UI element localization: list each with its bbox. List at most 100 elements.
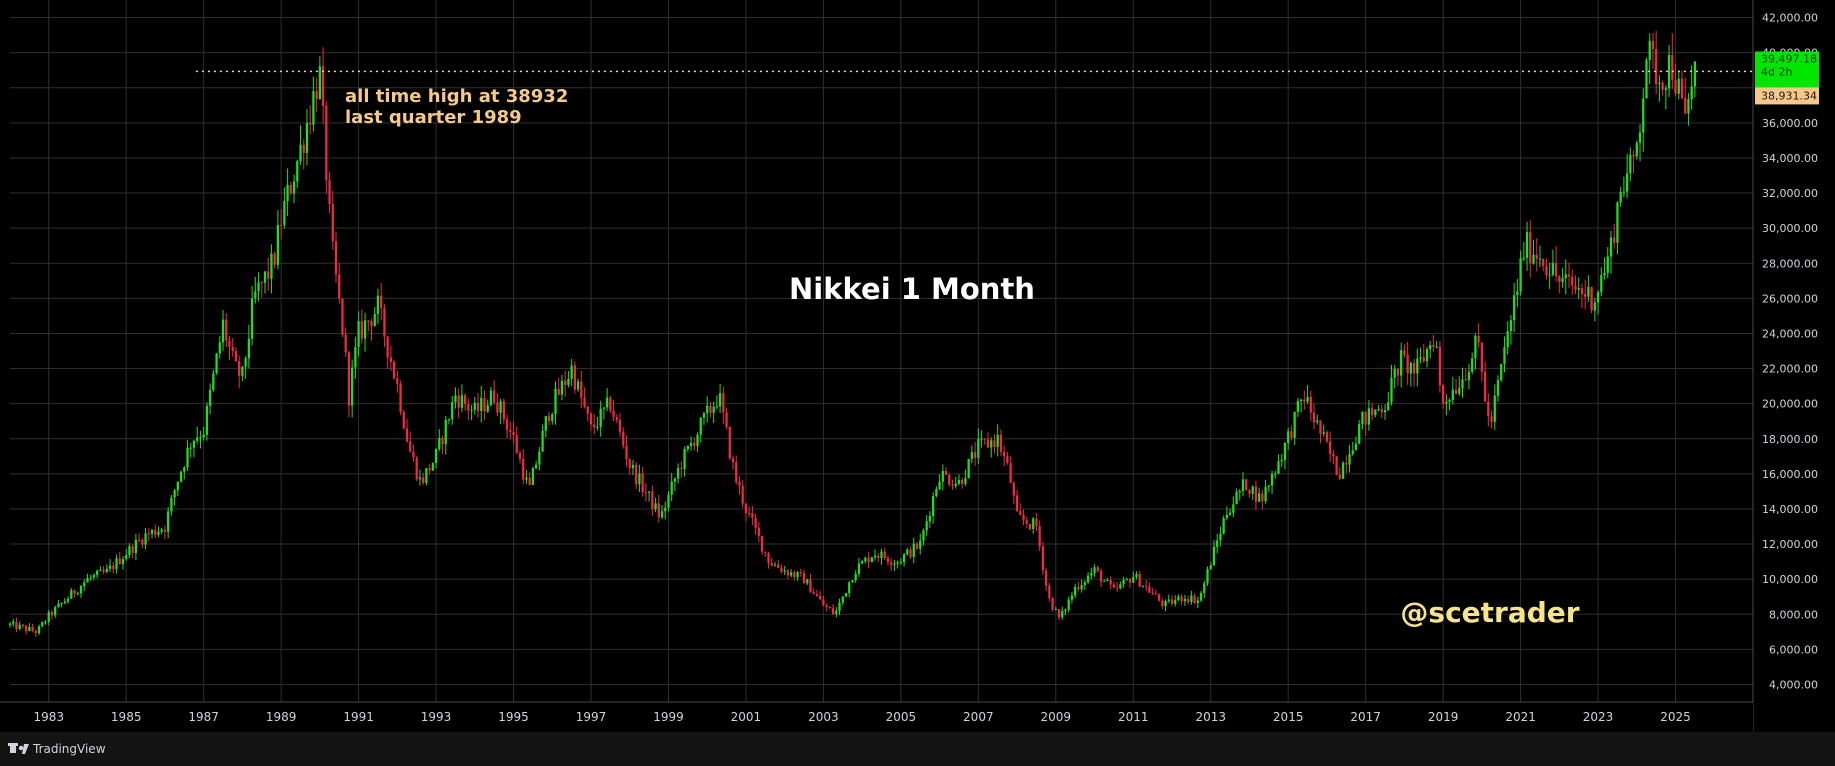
time-tick-label: 2005 [886, 710, 917, 724]
price-tick-label: 22,000.00 [1762, 363, 1818, 376]
candle-body [1193, 595, 1196, 604]
candle-body [144, 533, 147, 545]
candle-body [28, 627, 31, 631]
price-tick-label: 8,000.00 [1769, 608, 1818, 621]
candle-body [1054, 609, 1057, 611]
candle-body [1635, 142, 1638, 157]
candle-body [728, 426, 731, 459]
candle-body [819, 595, 822, 600]
candle-body [1664, 88, 1667, 90]
price-axis[interactable] [1753, 0, 1835, 732]
candle-body [1351, 450, 1354, 455]
candle-body [677, 468, 680, 479]
tradingview-logo-icon[interactable] [8, 743, 29, 754]
candle-body [760, 535, 764, 552]
candle-body [1487, 401, 1490, 417]
candle-body [757, 527, 760, 536]
candle-body [496, 402, 499, 413]
candle-body [57, 603, 60, 608]
candle-body [434, 449, 438, 464]
candle-body [383, 307, 386, 337]
candle-body [283, 201, 286, 226]
candle-body [864, 557, 867, 562]
candle-body [1396, 368, 1400, 376]
candle-body [1687, 99, 1690, 114]
candle-body [1348, 454, 1351, 465]
time-axis-ticks: 1983 1985 1987 1989 1991 1993 1995 1997 1999 2001… [33, 710, 1690, 724]
candle-body [247, 338, 250, 359]
candle-body [1367, 408, 1371, 425]
candle-body [12, 621, 15, 624]
candle-body [331, 203, 334, 242]
candle-body [831, 608, 835, 615]
price-tick-label: 20,000.00 [1762, 398, 1818, 411]
candle-body [841, 596, 844, 603]
candle-body [1358, 424, 1361, 444]
candle-body [309, 122, 312, 125]
candle-body [628, 459, 631, 469]
candle-body [990, 440, 993, 448]
candle-body [725, 412, 728, 427]
candle-body [1057, 609, 1061, 618]
candle-body [1590, 286, 1593, 311]
candle-body [108, 565, 112, 569]
ath-price-badge: 38,931.34 [1755, 87, 1819, 105]
candle-body [66, 598, 70, 602]
candle-body [809, 579, 812, 593]
candle-body [1196, 600, 1199, 604]
candle-body [802, 573, 806, 584]
candle-body [1593, 302, 1596, 311]
candle-body [531, 468, 535, 485]
candle-body [1225, 514, 1229, 519]
candle-body [789, 572, 793, 576]
candle-body [1216, 540, 1219, 547]
candle-body [554, 388, 557, 415]
candle-body [944, 470, 948, 475]
candle-body [47, 612, 50, 622]
candle-body [1380, 409, 1383, 413]
candle-body [263, 271, 267, 283]
candle-body [909, 549, 912, 557]
candle-body [1596, 292, 1600, 303]
candle-body [325, 105, 328, 181]
candle-body [154, 529, 157, 535]
candle-body [893, 563, 896, 565]
candle-body [699, 417, 702, 435]
candle-body [1690, 86, 1693, 100]
candle-body [599, 408, 602, 427]
candle-body [31, 627, 34, 631]
candle-body [441, 437, 444, 445]
candle-body [493, 390, 496, 403]
candle-body [715, 406, 719, 408]
candle-body [657, 503, 660, 518]
candle-body [299, 144, 302, 162]
candle-body [380, 295, 383, 308]
candle-body [835, 610, 838, 615]
candle-body [1312, 412, 1316, 423]
candle-body [405, 428, 409, 442]
time-axis[interactable] [0, 702, 1753, 732]
candle-body [1693, 61, 1697, 87]
candle-body [560, 380, 564, 395]
candle-body [1112, 584, 1116, 588]
candle-body [1267, 485, 1270, 487]
candle-body [480, 397, 483, 411]
candle-body [1461, 379, 1464, 389]
chart-title: Nikkei 1 Month [789, 272, 1035, 306]
candle-body [957, 480, 961, 484]
candle-body [1138, 574, 1141, 587]
candle-body [635, 464, 638, 485]
candle-body [428, 468, 431, 471]
candle-body [644, 492, 648, 494]
candle-body [861, 561, 864, 564]
candle-body [1025, 520, 1028, 524]
candle-body [1177, 596, 1180, 601]
tradingview-brand-label[interactable]: TradingView [32, 742, 106, 756]
candle-body [1629, 154, 1632, 174]
candle-body [573, 365, 576, 390]
candle-body [1093, 567, 1096, 574]
price-tick-label: 12,000.00 [1762, 538, 1818, 551]
candle-body [483, 397, 486, 412]
